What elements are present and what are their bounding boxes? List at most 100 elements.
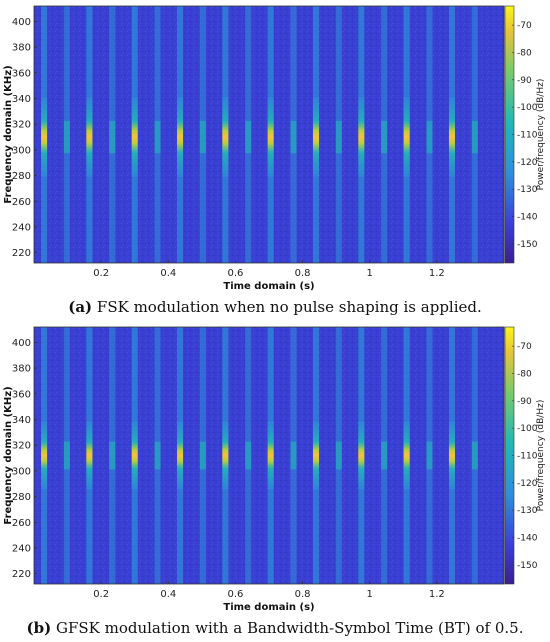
spectrogram-panel-a: 220 240 260 280 300 320 340 360 380 400 0.2 0.4 0.6 0… <box>0 5 550 316</box>
y-axis-label: Frequency domain (KHz) <box>3 386 14 524</box>
colorbar-tick-label: -90 <box>517 76 532 86</box>
colorbar-tick-label: -110 <box>517 452 538 462</box>
x-tick-label: 1.2 <box>429 589 445 600</box>
colorbar-tick-label: -140 <box>517 534 538 544</box>
weak-stripe-core <box>471 441 478 470</box>
burst-peak <box>267 421 274 490</box>
burst-peak <box>403 421 410 490</box>
burst-peak <box>312 97 320 177</box>
plot-frame <box>33 326 505 585</box>
burst-peak <box>86 421 93 490</box>
burst-peak <box>41 421 48 490</box>
spectrogram-chart-b: 220 240 260 280 300 320 340 360 380 400 0.2 0.4 0.6 0… <box>3 326 546 613</box>
burst-peak <box>222 421 229 490</box>
burst-peak <box>358 97 365 177</box>
weak-stripe-core <box>109 441 116 470</box>
y-tick-label: 400 <box>12 338 31 349</box>
weak-stripe-core <box>154 120 161 154</box>
burst-peak <box>41 97 48 177</box>
x-tick-label: 0.4 <box>160 268 176 279</box>
weak-stripe-core <box>63 441 70 470</box>
colorbar-tick-label: -70 <box>517 342 532 352</box>
weak-stripe-core <box>199 120 206 154</box>
colorbar-label: Power/frequency (dB/Hz) <box>536 400 546 512</box>
colorbar-tick-label: -120 <box>517 479 538 489</box>
caption-b-label: (b) <box>26 619 52 637</box>
x-tick-label: 0.6 <box>227 268 243 279</box>
weak-stripe-core <box>335 441 342 470</box>
y-tick-label: 220 <box>12 248 31 259</box>
x-tick-label: 1 <box>367 268 373 279</box>
weak-stripe-core <box>381 120 388 154</box>
weak-stripe-core <box>426 120 433 154</box>
x-tick-label: 0.4 <box>160 589 176 600</box>
y-tick-label: 340 <box>12 94 31 105</box>
colorbar-tick-label: -90 <box>517 397 532 407</box>
burst-peak <box>86 97 93 177</box>
burst-peak <box>177 421 184 490</box>
colorbar-label: Power/frequency (dB/Hz) <box>536 79 546 191</box>
y-tick-label: 380 <box>12 43 31 54</box>
weak-stripe-core <box>290 441 297 470</box>
caption-a-text: FSK modulation when no pulse shaping is … <box>92 298 482 316</box>
burst-peak <box>222 97 229 177</box>
colorbar-tick-label: -70 <box>517 21 532 31</box>
colorbar-tick-label: -130 <box>517 185 538 195</box>
y-tick-label: 360 <box>12 389 31 400</box>
x-axis-label: Time domain (s) <box>223 602 314 613</box>
colorbar-tick-label: -130 <box>517 506 538 516</box>
colorbar-tick-label: -150 <box>517 240 538 250</box>
y-tick-label: 240 <box>12 544 31 555</box>
weak-stripe-core <box>471 120 478 154</box>
burst-peak <box>267 97 274 177</box>
weak-stripe-core <box>199 441 206 470</box>
y-tick-label: 400 <box>12 17 31 28</box>
caption-a: (a) FSK modulation when no pulse shaping… <box>0 298 550 316</box>
burst-peak <box>131 421 138 490</box>
burst-peak <box>448 421 455 490</box>
weak-stripe-core <box>109 120 116 154</box>
y-tick-label: 260 <box>12 197 31 208</box>
caption-b-text: GFSK modulation with a Bandwidth-Symbol … <box>51 619 524 637</box>
burst-peak <box>448 97 455 177</box>
weak-stripe-core <box>245 441 252 470</box>
weak-stripe-core <box>154 441 161 470</box>
x-tick-label: 0.2 <box>93 589 109 600</box>
weak-stripe-core <box>245 120 252 154</box>
weak-stripe-core <box>335 120 342 154</box>
y-tick-label: 280 <box>12 492 31 503</box>
x-tick-label: 1 <box>367 589 373 600</box>
spectrogram-chart-a: 220 240 260 280 300 320 340 360 380 400 0.2 0.4 0.6 0… <box>3 5 546 292</box>
burst-peak <box>177 97 184 177</box>
y-tick-label: 280 <box>12 171 31 182</box>
colorbar-tick-label: -140 <box>517 213 538 223</box>
colorbar-tick-label: -80 <box>517 48 532 58</box>
x-tick-label: 0.8 <box>295 589 311 600</box>
y-tick-label: 340 <box>12 415 31 426</box>
y-axis-label: Frequency domain (KHz) <box>3 65 14 203</box>
y-tick-label: 300 <box>12 145 31 156</box>
y-tick-label: 320 <box>12 120 31 131</box>
y-tick-label: 240 <box>12 223 31 234</box>
colorbar-tick-label: -120 <box>517 158 538 168</box>
x-tick-label: 0.6 <box>227 589 243 600</box>
y-tick-label: 260 <box>12 518 31 529</box>
burst-peak <box>131 97 138 177</box>
y-tick-label: 300 <box>12 466 31 477</box>
colorbar-tick-label: -100 <box>517 103 538 113</box>
burst-peak <box>358 421 365 490</box>
y-tick-label: 380 <box>12 364 31 375</box>
burst-peak <box>312 421 320 490</box>
y-tick-label: 360 <box>12 68 31 79</box>
weak-stripe-core <box>426 441 433 470</box>
colorbar-tick-label: -150 <box>517 561 538 571</box>
weak-stripe-core <box>290 120 297 154</box>
burst-peak <box>403 97 410 177</box>
x-tick-label: 0.2 <box>93 268 109 279</box>
x-tick-label: 0.8 <box>295 268 311 279</box>
colorbar-tick-label: -100 <box>517 424 538 434</box>
spectrogram-panel-b: 220 240 260 280 300 320 340 360 380 400 0.2 0.4 0.6 0… <box>0 321 550 642</box>
weak-stripe-core <box>63 120 70 154</box>
caption-b: (b) GFSK modulation with a Bandwidth-Sym… <box>0 619 550 637</box>
colorbar-tick-label: -110 <box>517 131 538 141</box>
